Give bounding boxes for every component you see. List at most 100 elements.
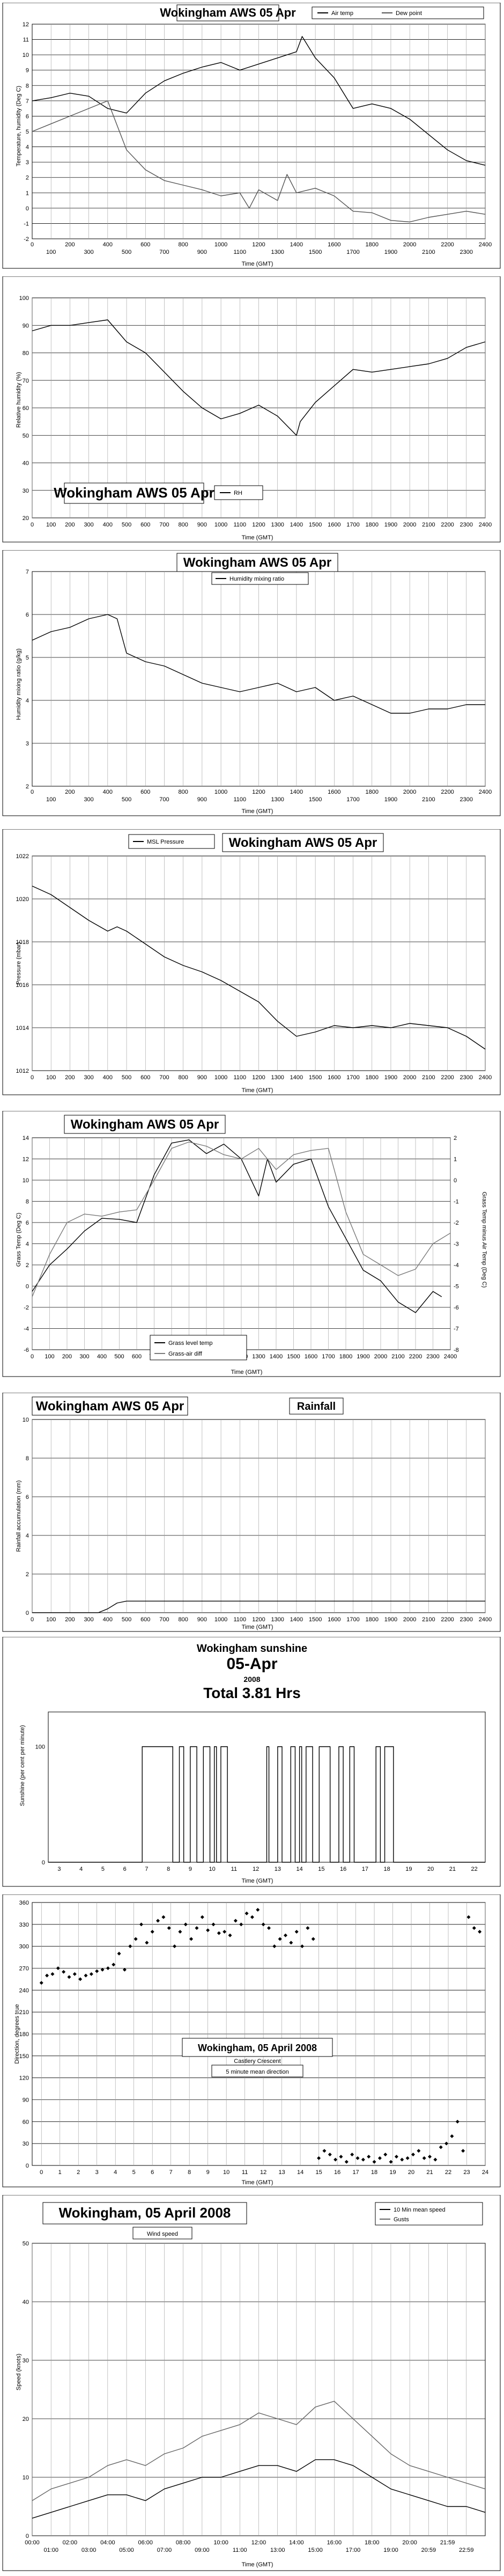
scatter-point — [422, 2156, 426, 2160]
x-tick-label: 1500 — [287, 1353, 300, 1360]
x-tick-label: 21 — [449, 1866, 456, 1872]
x-tick-label: 1600 — [328, 1616, 340, 1623]
scatter-point — [223, 1929, 227, 1934]
scatter-point — [217, 1931, 221, 1935]
x-tick-label: 1500 — [309, 796, 322, 803]
y-tick-label: 1018 — [16, 939, 29, 946]
x-tick-label: 1000 — [214, 1616, 227, 1623]
y-axis-label: Rainfall accumulation (mm) — [16, 1480, 22, 1552]
x-tick-label: 12 — [253, 1866, 259, 1872]
scatter-point — [150, 1929, 154, 1934]
y-tick-label: 40 — [23, 2299, 29, 2306]
x-tick-label: 300 — [79, 1353, 89, 1360]
x-axis-label: Time (GMT) — [242, 261, 273, 267]
series-grass-air-diff — [32, 1141, 451, 1297]
x-tick-label: 2400 — [479, 241, 492, 248]
series-group — [32, 2401, 486, 2519]
x-tick-label: 300 — [84, 522, 93, 528]
y-tick-label: -2 — [24, 1305, 29, 1311]
y-tick-label-right: 1 — [454, 1157, 457, 1163]
x-tick-label: 3 — [95, 2169, 99, 2176]
y-tick-label: 180 — [19, 2031, 29, 2038]
scatter-point — [112, 1963, 116, 1967]
y-tick-label: 5 — [26, 129, 29, 135]
x-tick-label: 1100 — [233, 1074, 246, 1081]
scatter-point — [322, 2149, 327, 2153]
y-axis-label: Pressure (mbar) — [16, 942, 22, 984]
scatter-point — [206, 1928, 210, 1933]
x-tick-label: 1400 — [270, 1353, 283, 1360]
y-tick-label: 2 — [26, 1571, 29, 1578]
x-tick-label: 6 — [123, 1866, 127, 1872]
legend: RH — [214, 485, 263, 500]
x-tick-label: 1500 — [309, 1074, 322, 1081]
y-tick-label: 10 — [23, 1177, 29, 1184]
x-tick-label: 100 — [45, 1353, 54, 1360]
scatter-point — [266, 1926, 271, 1930]
x-tick-label: 20 — [408, 2169, 414, 2176]
legend-item-grass-temp: Grass level temp — [168, 1340, 213, 1346]
scatter-point — [350, 2153, 354, 2157]
scatter-point — [466, 1915, 471, 1919]
x-tick-label: 1400 — [290, 789, 303, 795]
x-axis-label: Time (GMT) — [242, 1087, 273, 1094]
y-tick-label: 10 — [23, 2475, 29, 2481]
x-tick-label: 1600 — [328, 522, 340, 528]
y-tick-label: 4 — [26, 1533, 29, 1539]
x-tick-label: 600 — [140, 789, 150, 795]
series-humidity-mixing-ratio — [32, 614, 485, 714]
scatter-point — [244, 1911, 249, 1915]
x-tick-label: 800 — [178, 522, 188, 528]
series-group — [39, 1908, 482, 2164]
x-tick-label: 2100 — [391, 1353, 404, 1360]
y-tick-label: 11 — [23, 37, 29, 43]
x-tick-label: 0 — [31, 241, 34, 248]
x-tick-label: 17 — [352, 2169, 359, 2176]
x-tick-label: 600 — [140, 241, 150, 248]
scatter-point — [256, 1908, 260, 1912]
legend-box — [375, 2202, 483, 2226]
scatter-point — [122, 1967, 127, 1972]
x-tick-label: 22:59 — [459, 2547, 474, 2553]
x-tick-label: 07:00 — [157, 2547, 172, 2553]
x-tick-label: 1400 — [290, 1616, 303, 1623]
x-tick-label: 2300 — [460, 522, 473, 528]
x-tick-label: 2400 — [479, 789, 492, 795]
x-tick-label: 01:00 — [43, 2547, 58, 2553]
grid — [32, 1902, 486, 2166]
x-axis-label: Time (GMT) — [242, 2562, 273, 2568]
x-tick-label: 15 — [318, 1866, 324, 1872]
y-tick-label: 3 — [26, 159, 29, 166]
y-tick-label-right: 2 — [454, 1135, 457, 1141]
x-tick-label: 8 — [188, 2169, 191, 2176]
scatter-point — [72, 1972, 77, 1976]
legend-item-rh: RH — [234, 490, 242, 496]
y-tick-label: 8 — [26, 83, 29, 89]
x-tick-label: 00:00 — [25, 2540, 40, 2546]
x-axis-label: Time (GMT) — [242, 1878, 273, 1884]
x-tick-label: 2400 — [479, 1616, 492, 1623]
legend-item-gusts: Gusts — [394, 2216, 409, 2223]
y-tick-label: 12 — [23, 1157, 29, 1163]
x-tick-label: 2200 — [441, 1616, 454, 1623]
title-box — [64, 482, 204, 504]
x-tick-label: 1500 — [309, 1616, 322, 1623]
x-tick-label: 500 — [114, 1353, 124, 1360]
x-tick-label: 2000 — [403, 522, 416, 528]
x-tick-label: 7 — [169, 2169, 173, 2176]
grid — [32, 1137, 451, 1350]
scatter-point — [444, 2141, 449, 2146]
grid — [32, 1419, 486, 1613]
y-tick-label: 14 — [23, 1135, 29, 1141]
x-tick-label: 800 — [178, 241, 188, 248]
y-tick-label: 0 — [26, 206, 29, 212]
y-tick-label: 5 — [26, 655, 29, 661]
x-tick-label: 100 — [46, 249, 56, 255]
x-tick-label: 9 — [206, 2169, 210, 2176]
scatter-point — [439, 2145, 443, 2149]
x-tick-label: 1800 — [366, 1616, 379, 1623]
